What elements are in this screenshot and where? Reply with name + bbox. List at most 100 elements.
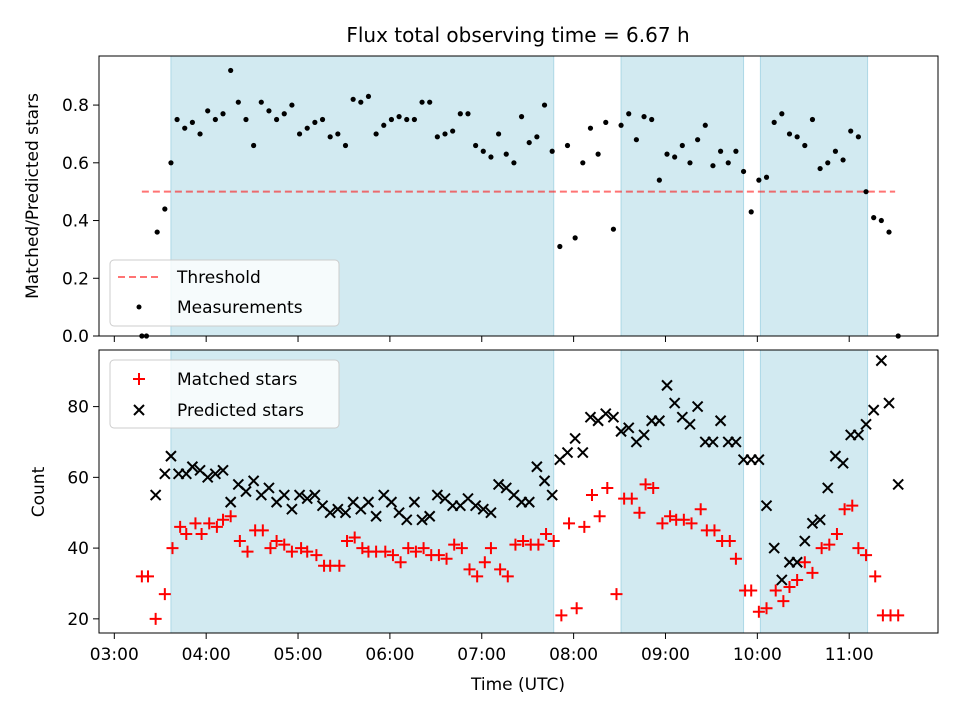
predicted-point xyxy=(224,496,237,508)
predicted-point xyxy=(431,489,444,501)
predicted-point xyxy=(217,464,229,476)
matched-point xyxy=(723,535,736,548)
measurement-point xyxy=(779,111,785,117)
measurement-point xyxy=(763,174,770,180)
measurement-point xyxy=(220,111,226,117)
predicted-point xyxy=(799,535,811,547)
measurement-point xyxy=(564,142,571,149)
predicted-point xyxy=(730,436,742,448)
matched-point xyxy=(233,535,246,548)
predicted-point xyxy=(760,499,773,512)
predicted-point xyxy=(293,489,306,501)
matched-point xyxy=(478,556,491,569)
measurement-point xyxy=(480,148,486,154)
predicted-point xyxy=(423,510,436,522)
observing-window xyxy=(620,349,745,634)
predicted-point xyxy=(523,496,535,508)
predicted-point xyxy=(546,489,558,501)
measurement-point xyxy=(756,177,762,183)
measurement-point xyxy=(312,119,318,125)
top-y-axis: 0.0 0.2 0.4 0.6 0.8 xyxy=(62,96,99,347)
measurement-point xyxy=(273,116,280,123)
measurement-point xyxy=(381,122,387,128)
measurement-point xyxy=(610,226,617,232)
measurement-point xyxy=(649,116,655,123)
matched-point xyxy=(509,538,522,551)
matched-point xyxy=(664,510,677,523)
matched-point xyxy=(394,556,407,569)
measurement-point xyxy=(473,142,479,149)
matched-point xyxy=(593,510,606,523)
matched-point xyxy=(752,605,765,618)
predicted-point xyxy=(600,407,612,420)
measurement-point xyxy=(419,99,425,105)
measurement-point xyxy=(396,114,402,120)
matched-point xyxy=(285,545,298,558)
measurement-point xyxy=(495,131,502,137)
matched-point xyxy=(610,588,623,601)
matched-point xyxy=(838,503,851,516)
measurement-point xyxy=(672,154,678,160)
measurement-point xyxy=(587,125,594,131)
measurement-point xyxy=(687,160,693,166)
measurement-point xyxy=(465,111,471,117)
predicted-point xyxy=(860,418,872,430)
predicted-point xyxy=(278,489,290,501)
measurement-point xyxy=(878,217,884,224)
matched-point xyxy=(241,545,254,558)
matched-point xyxy=(210,520,223,533)
measurement-point xyxy=(740,168,747,175)
matched-point xyxy=(852,542,865,555)
predicted-point xyxy=(309,489,321,501)
predicted-point xyxy=(362,496,375,508)
predicted-point xyxy=(577,446,589,459)
predicted-point xyxy=(653,415,666,427)
measurement-point xyxy=(197,131,203,137)
matched-point xyxy=(677,513,690,526)
measurement-point xyxy=(549,148,555,154)
predicted-point xyxy=(883,397,895,409)
matched-point xyxy=(639,478,652,491)
legend-matched-swatch xyxy=(133,373,145,385)
predicted-point xyxy=(684,418,696,430)
measurement-point xyxy=(154,229,160,235)
matched-point xyxy=(333,559,346,572)
bottom-y-axis-label: Count xyxy=(29,466,49,517)
matched-point xyxy=(158,588,171,601)
predicted-point xyxy=(324,507,336,519)
matched-point xyxy=(301,545,314,558)
measurement-point xyxy=(289,102,295,108)
predicted-point xyxy=(561,446,574,459)
measurement-point xyxy=(534,134,540,140)
x-tick-label: 04:00 xyxy=(182,645,231,665)
predicted-point xyxy=(240,485,252,498)
measurement-point xyxy=(702,122,708,128)
measurement-point xyxy=(832,148,839,154)
matched-point xyxy=(633,506,646,519)
predicted-point xyxy=(638,429,650,441)
matched-point xyxy=(501,570,514,583)
predicted-point xyxy=(339,507,352,519)
y-tick-label: 0.4 xyxy=(62,212,89,232)
legend-predicted-swatch xyxy=(133,404,145,416)
matched-point xyxy=(409,545,422,558)
matched-point xyxy=(270,535,283,548)
predicted-point xyxy=(623,422,635,434)
matched-point xyxy=(769,584,782,597)
y-tick-label: 40 xyxy=(67,539,89,559)
measurement-point xyxy=(434,134,440,140)
matched-point xyxy=(830,527,843,540)
predicted-point xyxy=(661,379,673,392)
predicted-point xyxy=(569,432,581,445)
predicted-point xyxy=(469,499,482,512)
predicted-point xyxy=(385,496,398,508)
matched-point xyxy=(484,542,497,555)
measurement-point xyxy=(205,108,211,114)
matched-point xyxy=(815,542,828,555)
matched-point xyxy=(402,542,415,555)
measurement-point xyxy=(679,142,685,149)
measurement-point xyxy=(855,134,861,140)
measurement-point xyxy=(251,142,257,149)
matched-point xyxy=(471,570,484,583)
matched-point xyxy=(585,489,598,502)
